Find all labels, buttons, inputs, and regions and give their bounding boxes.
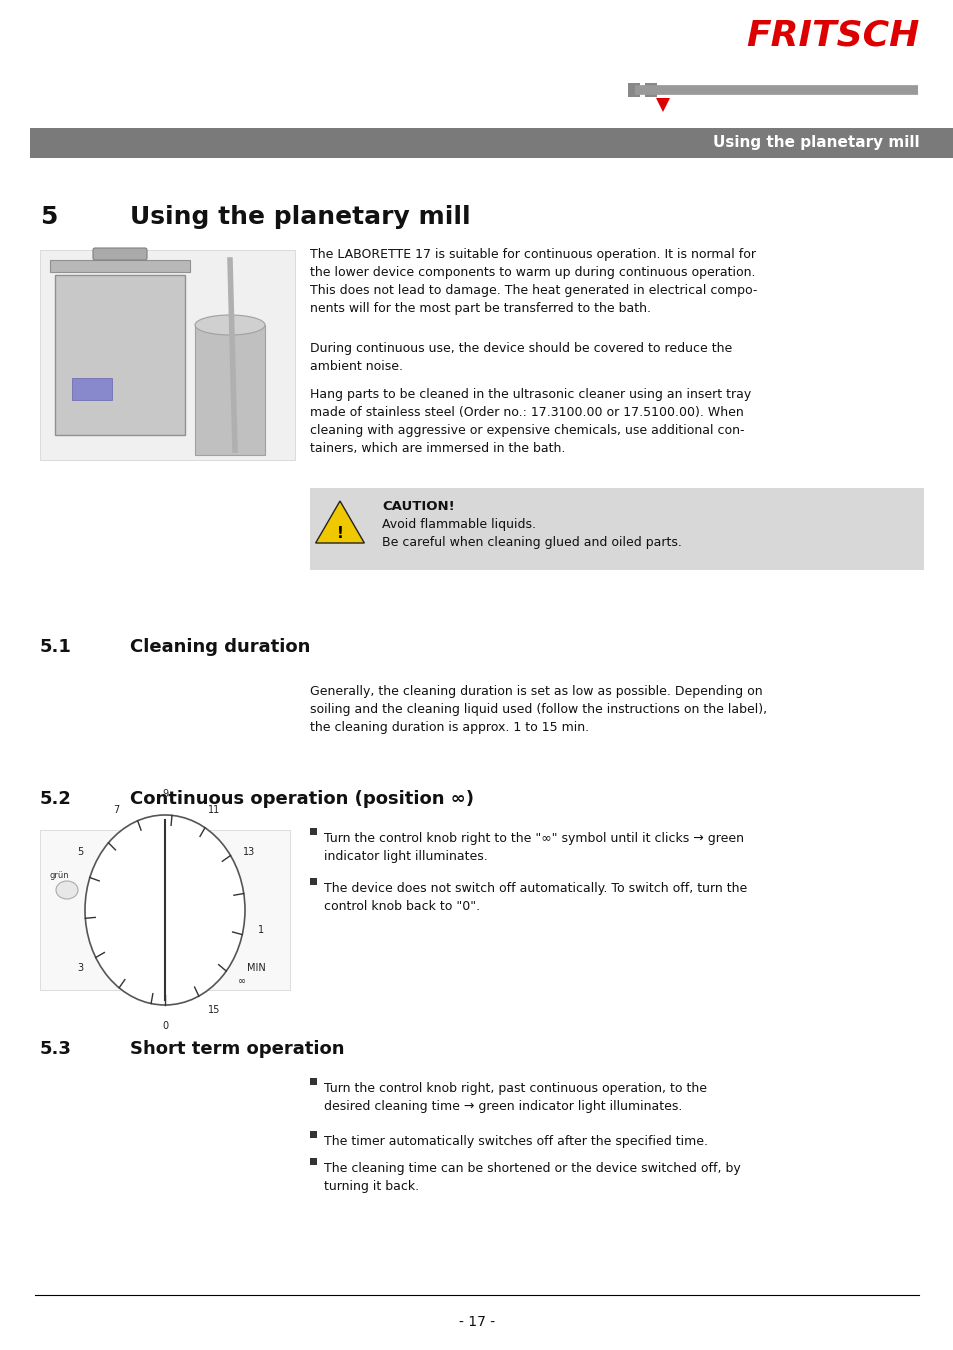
Text: Using the planetary mill: Using the planetary mill: [130, 205, 470, 230]
FancyBboxPatch shape: [310, 1079, 316, 1085]
Text: FRITSCH: FRITSCH: [746, 18, 919, 53]
FancyBboxPatch shape: [627, 82, 639, 97]
Text: 13: 13: [243, 846, 255, 857]
Text: 5.2: 5.2: [40, 790, 71, 809]
Text: grün: grün: [50, 871, 70, 879]
Ellipse shape: [85, 815, 245, 1004]
Text: Avoid flammable liquids.: Avoid flammable liquids.: [381, 518, 536, 531]
Text: Be careful when cleaning glued and oiled parts.: Be careful when cleaning glued and oiled…: [381, 536, 681, 549]
Text: During continuous use, the device should be covered to reduce the
ambient noise.: During continuous use, the device should…: [310, 342, 732, 373]
Text: 5: 5: [77, 846, 84, 857]
FancyBboxPatch shape: [71, 378, 112, 400]
FancyBboxPatch shape: [92, 248, 147, 261]
Text: Using the planetary mill: Using the planetary mill: [713, 135, 919, 150]
Text: 9: 9: [162, 790, 168, 799]
Text: Turn the control knob right, past continuous operation, to the
desired cleaning : Turn the control knob right, past contin…: [324, 1081, 706, 1112]
FancyBboxPatch shape: [50, 261, 190, 271]
Text: Generally, the cleaning duration is set as low as possible. Depending on
soiling: Generally, the cleaning duration is set …: [310, 684, 766, 734]
FancyBboxPatch shape: [310, 1131, 316, 1138]
Text: - 17 -: - 17 -: [458, 1315, 495, 1328]
Text: Turn the control knob right to the "∞" symbol until it clicks → green
indicator : Turn the control knob right to the "∞" s…: [324, 832, 743, 863]
Ellipse shape: [56, 882, 78, 899]
FancyBboxPatch shape: [194, 325, 265, 455]
Text: The cleaning time can be shortened or the device switched off, by
turning it bac: The cleaning time can be shortened or th…: [324, 1162, 740, 1193]
Text: Hang parts to be cleaned in the ultrasonic cleaner using an insert tray
made of : Hang parts to be cleaned in the ultrason…: [310, 387, 750, 455]
Text: CAUTION!: CAUTION!: [381, 500, 455, 513]
Text: !: !: [336, 525, 343, 540]
FancyBboxPatch shape: [310, 487, 923, 570]
Text: 0: 0: [162, 1021, 168, 1031]
Text: 15: 15: [208, 1006, 220, 1015]
Text: MIN: MIN: [247, 963, 266, 973]
Text: The device does not switch off automatically. To switch off, turn the
control kn: The device does not switch off automatic…: [324, 882, 746, 913]
FancyBboxPatch shape: [30, 128, 953, 158]
FancyBboxPatch shape: [40, 250, 294, 460]
Text: 11: 11: [208, 805, 220, 814]
Text: 1: 1: [257, 925, 264, 936]
Text: 3: 3: [77, 963, 84, 973]
Text: Cleaning duration: Cleaning duration: [130, 639, 310, 656]
Text: The timer automatically switches off after the specified time.: The timer automatically switches off aft…: [324, 1135, 707, 1148]
Text: 7: 7: [113, 805, 119, 814]
Text: The LABORETTE 17 is suitable for continuous operation. It is normal for
the lowe: The LABORETTE 17 is suitable for continu…: [310, 248, 757, 315]
Text: Continuous operation (position ∞): Continuous operation (position ∞): [130, 790, 474, 809]
FancyBboxPatch shape: [310, 828, 316, 836]
Text: 5.1: 5.1: [40, 639, 71, 656]
FancyBboxPatch shape: [310, 1158, 316, 1165]
FancyBboxPatch shape: [310, 878, 316, 886]
FancyBboxPatch shape: [644, 82, 657, 97]
Text: 5.3: 5.3: [40, 1040, 71, 1058]
FancyBboxPatch shape: [40, 830, 290, 990]
Polygon shape: [315, 501, 364, 543]
Text: ∞: ∞: [237, 976, 246, 987]
Polygon shape: [656, 99, 669, 112]
FancyBboxPatch shape: [55, 275, 185, 435]
Text: 5: 5: [40, 205, 57, 230]
Ellipse shape: [194, 315, 265, 335]
Text: Short term operation: Short term operation: [130, 1040, 344, 1058]
